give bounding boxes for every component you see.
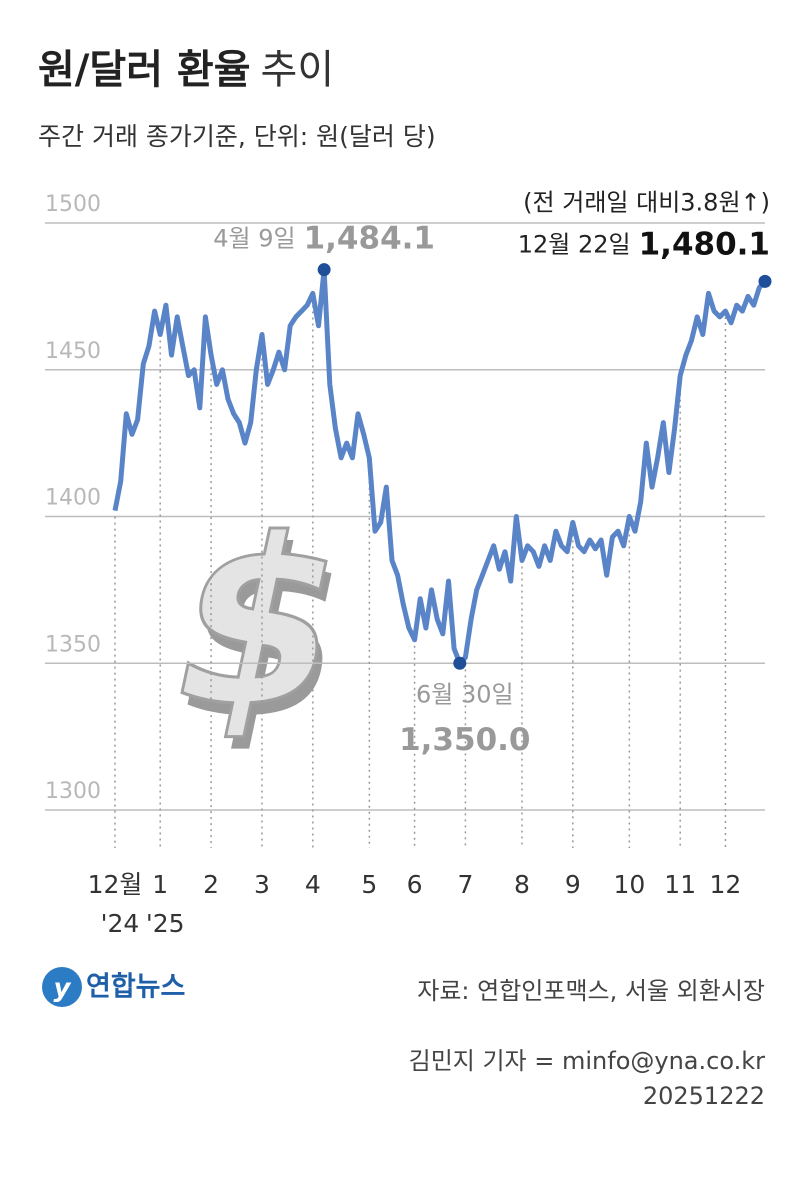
value-label: 1,480.1 [639, 226, 770, 262]
source: 자료: 연합인포맥스, 서울 외환시장 [417, 977, 765, 1005]
value-label: 1,350.0 [399, 722, 530, 758]
y-tick-label: 1450 [45, 339, 101, 364]
date: 20251222 [643, 1082, 765, 1110]
highlight-dot [453, 656, 467, 670]
year-label: '25 [146, 909, 185, 938]
y-tick-label: 1500 [45, 192, 101, 217]
x-tick-label: 4 [305, 870, 321, 899]
annotation-date: 12월 22일 [518, 230, 631, 258]
highlight-dot [758, 274, 772, 288]
x-tick-label: 10 [613, 870, 645, 899]
title-sub: 추이 [261, 47, 335, 93]
annotation: 12월 22일 1,480.1 [518, 226, 770, 262]
y-tick-label: 1400 [45, 486, 101, 511]
annotation: 4월 9일 1,484.1 [213, 220, 435, 256]
x-tick-label: 5 [361, 870, 377, 899]
annotation-date: 6월 30일 [416, 680, 514, 708]
x-tick-label: 2 [203, 870, 219, 899]
price-line [112, 267, 767, 666]
svg-text:$: $ [150, 489, 367, 757]
byline: 김민지 기자 = minfo@yna.co.kr [409, 1047, 766, 1075]
annotation-date: 4월 9일 [213, 225, 295, 253]
change-note: (전 거래일 대비3.8원↑) [523, 188, 770, 216]
x-tick-label: 12 [710, 870, 742, 899]
x-tick-label: 12월 [88, 870, 143, 899]
logo-text: 연합뉴스 [86, 972, 185, 1003]
x-tick-label: 6 [407, 870, 423, 899]
x-tick-label: 8 [514, 870, 530, 899]
chart-title: 원/달러 환율 추이 [38, 47, 334, 93]
title-main: 원/달러 환율 [38, 47, 251, 93]
svg-text:y: y [54, 974, 72, 1004]
x-tick-label: 7 [457, 870, 473, 899]
logo: y 연합뉴스 [42, 967, 185, 1007]
year-label: '24 [101, 909, 140, 938]
x-tick-label: 1 [152, 870, 168, 899]
x-tick-label: 9 [565, 870, 581, 899]
value-label: 1,484.1 [304, 220, 435, 256]
y-tick-label: 1350 [45, 632, 101, 657]
subtitle: 주간 거래 종가기준, 단위: 원(달러 당) [38, 122, 436, 151]
x-tick-label: 3 [254, 870, 270, 899]
x-tick-label: 11 [664, 870, 696, 899]
plot: 1300 1350 1400 1450 1500 12월 '24 1 '25 2 3 4 5 6 7 8 9 10… [45, 188, 772, 938]
highlight-dot [317, 263, 331, 277]
y-tick-label: 1300 [45, 779, 101, 804]
